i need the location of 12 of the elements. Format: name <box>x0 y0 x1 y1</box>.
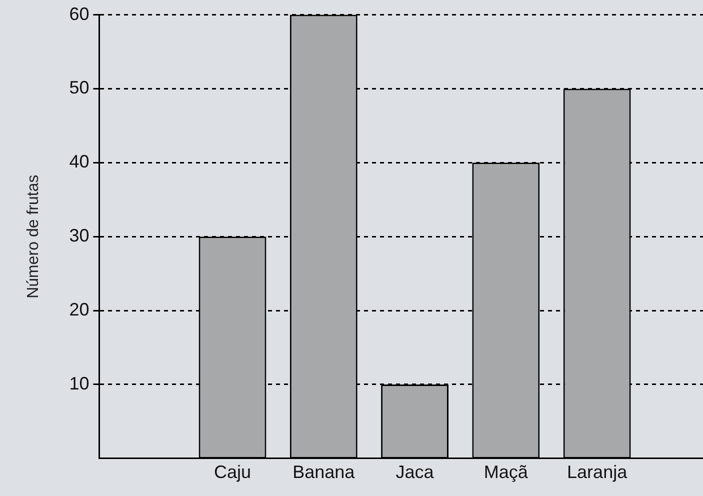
y-tick-label: 10 <box>69 373 90 394</box>
y-tick-label: 60 <box>69 4 90 24</box>
x-tick-label: Laranja <box>567 462 628 482</box>
x-tick-label: Banana <box>292 462 356 482</box>
y-tick-label: 50 <box>69 78 90 98</box>
y-tick-label: 40 <box>69 152 90 172</box>
x-tick-label: Caju <box>214 462 252 482</box>
y-axis-title: Número de frutas <box>25 174 42 298</box>
x-tick-label: Jaca <box>396 462 435 482</box>
y-tick-label: 30 <box>69 226 90 246</box>
y-tick-label: 20 <box>69 300 90 320</box>
x-tick-label: Maçã <box>484 462 529 482</box>
